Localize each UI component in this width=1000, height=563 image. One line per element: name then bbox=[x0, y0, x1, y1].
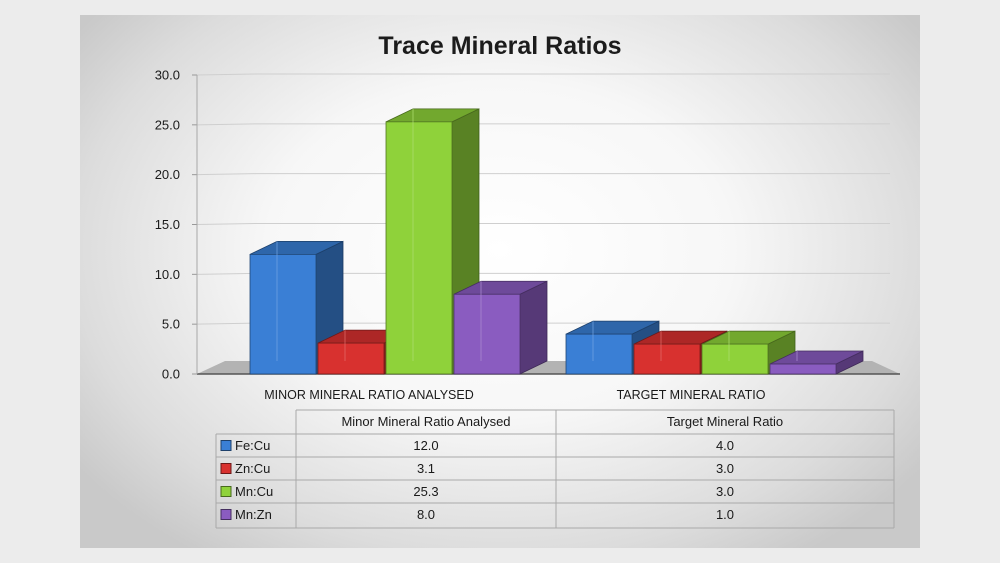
bar-side bbox=[519, 280, 548, 375]
gridline bbox=[196, 223, 890, 225]
bar-front bbox=[385, 121, 453, 375]
legend-key bbox=[220, 486, 232, 497]
legend-key bbox=[220, 440, 232, 451]
y-tick-label: 25.0 bbox=[155, 117, 180, 132]
data-table: Minor Mineral Ratio Analysed Target Miner… bbox=[215, 409, 895, 529]
legend-label: Mn:Cu bbox=[235, 484, 273, 499]
table-cell: 3.0 bbox=[716, 461, 734, 476]
y-tick-label: 10.0 bbox=[155, 267, 180, 282]
bar-front bbox=[701, 343, 769, 375]
y-tick-label: 30.0 bbox=[155, 68, 180, 83]
chart-area: 0.0 5.0 10.0 15.0 20.0 25.0 30.0 MINOR MINERAL … bbox=[155, 68, 900, 529]
table-cell: 8.0 bbox=[417, 507, 435, 522]
gridline bbox=[196, 123, 890, 126]
legend-label: Mn:Zn bbox=[235, 507, 272, 522]
table-cell: 25.3 bbox=[413, 484, 438, 499]
legend-key bbox=[220, 463, 232, 474]
table-header: Target Mineral Ratio bbox=[667, 414, 783, 429]
table-cell: 1.0 bbox=[716, 507, 734, 522]
y-tick-label: 5.0 bbox=[162, 317, 180, 332]
category-label: TARGET MINERAL RATIO bbox=[617, 388, 766, 402]
table-cell: 3.0 bbox=[716, 484, 734, 499]
legend-key bbox=[220, 509, 232, 520]
bar-mncu-2 bbox=[701, 330, 796, 375]
bar-mnzn-2 bbox=[769, 350, 864, 375]
bar-front bbox=[317, 342, 385, 375]
bar-front bbox=[633, 343, 701, 375]
bar-fecu-2 bbox=[565, 320, 660, 375]
bar-mncu-1 bbox=[385, 108, 480, 375]
y-tick-label: 0.0 bbox=[162, 367, 180, 382]
bar-front bbox=[453, 293, 521, 375]
table-header: Minor Mineral Ratio Analysed bbox=[341, 414, 510, 429]
legend-label: Zn:Cu bbox=[235, 461, 270, 476]
gridline bbox=[196, 73, 890, 76]
y-tick-label: 20.0 bbox=[155, 167, 180, 182]
table-cell: 12.0 bbox=[413, 438, 438, 453]
table-cell: 3.1 bbox=[417, 461, 435, 476]
bar-front bbox=[769, 363, 837, 375]
bar-front bbox=[565, 333, 633, 375]
slide: Trace Mineral Ratios 0.0 5.0 10.0 15.0 20.0 2… bbox=[80, 15, 920, 548]
y-tick-label: 15.0 bbox=[155, 217, 180, 232]
category-label: MINOR MINERAL RATIO ANALYSED bbox=[264, 388, 474, 402]
chart-title: Trace Mineral Ratios bbox=[378, 32, 622, 60]
bars bbox=[249, 108, 864, 375]
table-cell: 4.0 bbox=[716, 438, 734, 453]
bar-front bbox=[249, 253, 317, 375]
bar-mnzn-1 bbox=[453, 280, 548, 375]
legend-label: Fe:Cu bbox=[235, 438, 270, 453]
gridline bbox=[196, 173, 890, 176]
